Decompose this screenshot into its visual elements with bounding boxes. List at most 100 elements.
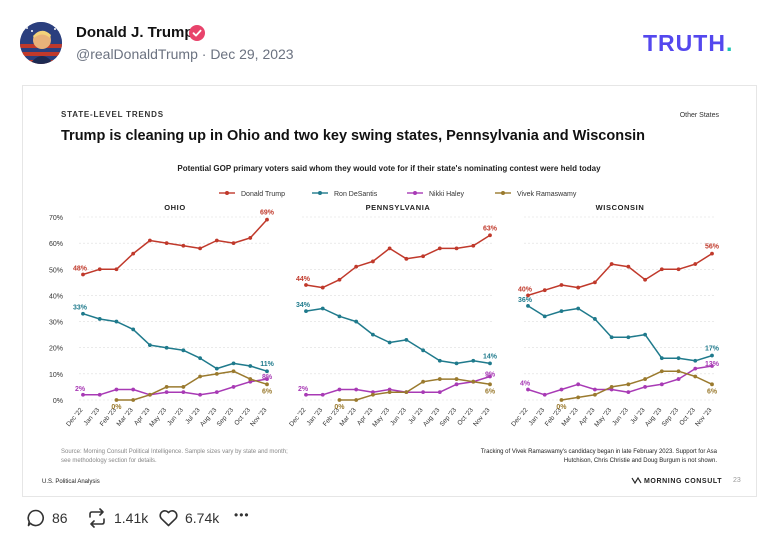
series-point [231, 361, 236, 366]
chart-title: Trump is cleaning up in Ohio and two key… [61, 128, 645, 144]
legend-marker-0 [225, 191, 229, 195]
series-point [198, 392, 202, 397]
post-actions: 86 1.41k 6.74k ••• [20, 508, 420, 534]
series-point [354, 264, 359, 269]
publisher-label: U.S. Political Analysis [42, 479, 100, 485]
series-point [97, 267, 102, 272]
series-point [626, 264, 631, 269]
legend-label-3: Vivek Ramaswamy [517, 191, 577, 198]
retruth-button[interactable]: 1.41k [86, 508, 148, 528]
series-end-label-3: 6% [485, 388, 496, 395]
series-point [421, 348, 425, 353]
series-point [97, 317, 102, 321]
series-end-label-0: 56% [705, 244, 720, 251]
series-point [488, 382, 492, 387]
retruth-count: 1.41k [114, 510, 149, 526]
x-tick-label: Sep '23 [216, 406, 236, 428]
series-point [114, 267, 119, 272]
series-point [148, 392, 152, 397]
series-point [693, 374, 698, 379]
post-image[interactable]: STATE-LEVEL TRENDS Other States Trump is… [22, 85, 757, 497]
series-point [304, 309, 308, 314]
series-point [387, 390, 392, 395]
x-tick-label: Jun '23 [611, 406, 630, 427]
series-point [354, 398, 359, 402]
series-point [320, 392, 325, 397]
series-point [81, 272, 85, 277]
series-point [421, 254, 425, 259]
x-tick-label: Dec '22 [288, 406, 308, 428]
reply-icon [27, 509, 44, 527]
series-line-2 [83, 378, 268, 396]
legend-marker-2 [413, 191, 417, 195]
author-handle[interactable]: @realDonaldTrump [76, 46, 198, 62]
series-point [437, 246, 442, 251]
series-point [526, 293, 530, 298]
series-start-label-2: 2% [298, 386, 309, 393]
like-button[interactable]: 6.74k [158, 508, 219, 528]
series-point [488, 361, 492, 366]
x-tick-label: May '23 [148, 406, 168, 428]
series-point [659, 369, 664, 374]
series-point [387, 340, 392, 345]
x-tick-label: Jun '23 [389, 406, 408, 427]
series-end-label-2: 9% [485, 371, 496, 378]
series-point [626, 382, 631, 387]
y-tick-label: 30% [49, 320, 63, 327]
series-point [231, 385, 236, 389]
legend-marker-1 [318, 191, 322, 195]
series-start-label-1: 36% [518, 297, 533, 304]
series-line-3 [561, 370, 713, 401]
series-point [320, 306, 325, 311]
series-point [148, 238, 152, 243]
series-end-label-1: 14% [483, 353, 498, 360]
series-point [337, 398, 342, 402]
series-point [454, 246, 459, 251]
series-point [526, 303, 530, 308]
series-point [131, 398, 136, 402]
series-point [164, 241, 169, 246]
series-point [643, 385, 647, 389]
page-number: 23 [733, 477, 741, 484]
series-point [576, 382, 581, 387]
series-point [576, 306, 581, 311]
series-point [198, 356, 202, 361]
series-point [559, 283, 564, 287]
post-date[interactable]: Dec 29, 2023 [210, 46, 294, 62]
truth-logo[interactable]: TRUTH. [643, 30, 733, 57]
truth-logo-text: TRUTH [643, 30, 726, 56]
chart-infographic: STATE-LEVEL TRENDS Other States Trump is… [42, 110, 741, 485]
tracking-note-line-1: Tracking of Vivek Ramaswamy's candidacy … [481, 449, 718, 455]
series-point [488, 233, 492, 238]
series-line-3 [339, 378, 491, 401]
series-point [404, 390, 409, 395]
series-point [576, 395, 581, 400]
chart-subtitle: Potential GOP primary voters said whom t… [177, 164, 601, 173]
more-options-button[interactable]: ••• [234, 508, 250, 522]
series-point [81, 392, 85, 397]
series-point [471, 379, 476, 384]
avatar[interactable] [20, 22, 62, 64]
series-start-label-2: 2% [75, 386, 86, 393]
series-point [265, 369, 269, 374]
post-header: Donald J. Trump @realDonaldTrump · Dec 2… [0, 0, 777, 80]
tracking-note-line-2: Hutchison, Chris Christie and Doug Burgu… [564, 458, 717, 464]
y-tick-label: 70% [49, 215, 63, 222]
series-point [114, 319, 119, 324]
reply-button[interactable]: 86 [26, 508, 68, 528]
series-point [542, 288, 547, 293]
legend-label-0: Donald Trump [241, 191, 285, 198]
author-meta: @realDonaldTrump · Dec 29, 2023 [76, 46, 294, 62]
series-point [676, 377, 681, 381]
series-point [659, 382, 664, 387]
series-point [387, 246, 392, 251]
series-start-label-0: 48% [73, 266, 88, 273]
source-note-line-2: see methodology section for details. [61, 458, 157, 464]
series-end-label-0: 69% [260, 210, 275, 217]
series-point [231, 241, 236, 246]
y-tick-label: 40% [49, 293, 63, 300]
series-start-label-3: 0% [334, 404, 345, 411]
series-point [659, 356, 664, 361]
author-name[interactable]: Donald J. Trump [76, 24, 194, 41]
series-point [609, 387, 614, 392]
